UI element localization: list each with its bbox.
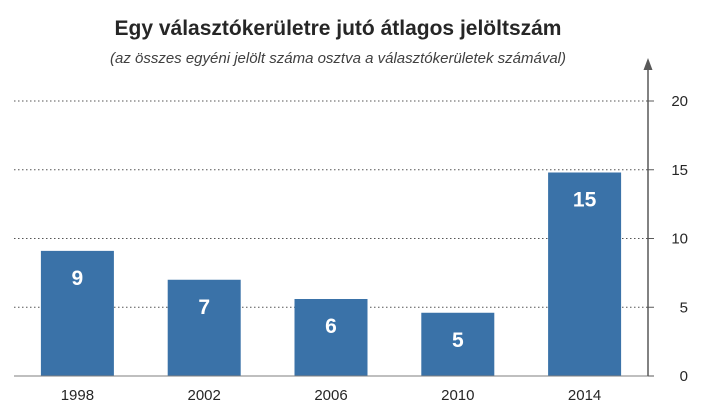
- labels: 9 1998 7 2002 6 2006 5 2010 15 2014 0 5 10 15 20: [61, 93, 688, 404]
- category-label: 2014: [568, 387, 601, 404]
- y-tick-label: 10: [671, 231, 688, 248]
- data-label: 5: [452, 329, 464, 352]
- category-label: 2010: [441, 387, 474, 404]
- data-label: 9: [72, 267, 84, 290]
- y-axis-arrow-icon: [643, 58, 653, 70]
- bar-1998: [40, 250, 114, 376]
- chart-subtitle: (az összes egyéni jelölt száma osztva a …: [110, 50, 566, 67]
- category-label: 2002: [188, 387, 221, 404]
- axes: [14, 58, 654, 377]
- y-tick-label: 0: [680, 368, 688, 385]
- y-tick-label: 20: [671, 93, 688, 110]
- data-label: 6: [325, 315, 337, 338]
- chart-title: Egy választókerületre jutó átlagos jelöl…: [115, 17, 562, 40]
- bar-2010: [421, 312, 495, 376]
- bar-2014: [548, 172, 622, 376]
- data-label: 7: [198, 296, 210, 319]
- y-tick-label: 5: [680, 299, 688, 316]
- data-label: 15: [573, 189, 597, 212]
- y-tick-label: 15: [671, 162, 688, 179]
- bar-2002: [167, 279, 241, 376]
- category-label: 1998: [61, 387, 94, 404]
- bar-2006: [294, 299, 368, 376]
- bars: [40, 172, 622, 376]
- category-label: 2006: [314, 387, 347, 404]
